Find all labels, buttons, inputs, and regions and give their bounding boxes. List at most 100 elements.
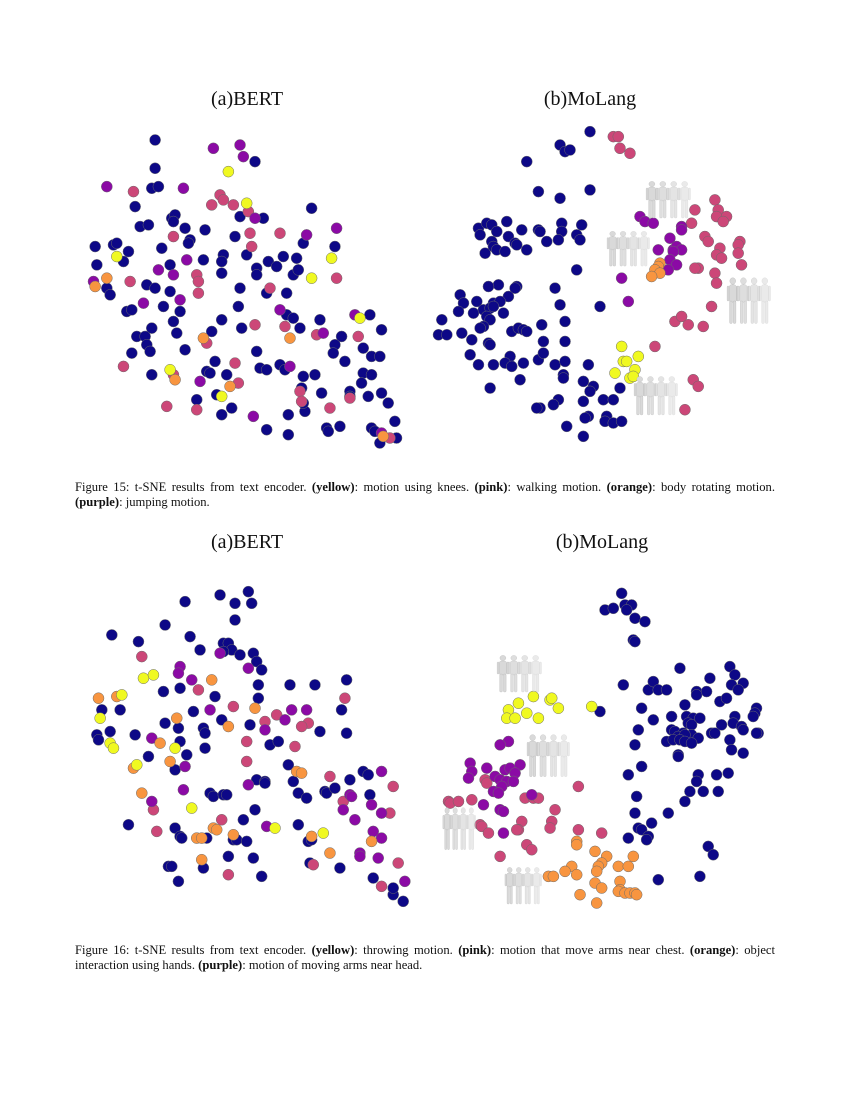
- scatter-point: [192, 684, 205, 696]
- scatter-point: [314, 314, 326, 326]
- scatter-point: [675, 224, 688, 236]
- scatter-point: [735, 259, 748, 271]
- scatter-point: [292, 819, 305, 831]
- scatter-point: [685, 737, 698, 749]
- scatter-point: [244, 227, 256, 239]
- scatter-point: [215, 314, 228, 326]
- scatter-point: [572, 824, 585, 836]
- caption-text: : jumping motion.: [119, 495, 210, 509]
- caption-text: : motion that move arms near chest.: [491, 943, 685, 957]
- scatter-point: [577, 430, 590, 443]
- scatter-point: [367, 872, 379, 884]
- scatter-point: [167, 315, 180, 328]
- scatter-point: [537, 347, 550, 359]
- scatter-point: [352, 330, 364, 343]
- scatter-point: [635, 760, 648, 773]
- scatter-point: [355, 377, 368, 389]
- scatter-point: [249, 155, 261, 168]
- scatter-point: [179, 344, 191, 356]
- scatter-point: [720, 692, 733, 704]
- scatter-point: [612, 860, 625, 873]
- scatter-point: [570, 264, 583, 276]
- scatter-point: [694, 870, 706, 883]
- scatter-point: [192, 275, 205, 288]
- caption-text: : walking motion.: [507, 480, 602, 494]
- scatter-point: [144, 345, 156, 358]
- scatter-point: [142, 750, 155, 763]
- scatter-point: [272, 735, 285, 748]
- caption-label: (yellow): [311, 943, 355, 957]
- caption-label: (pink): [474, 480, 508, 494]
- scatter-point: [192, 287, 205, 299]
- scatter-point: [166, 860, 178, 873]
- scatter-point: [116, 689, 128, 701]
- scatter-point: [349, 814, 361, 826]
- scatter-point: [324, 847, 336, 859]
- scatter-point: [199, 224, 211, 236]
- scatter-point: [474, 322, 486, 334]
- scatter-point: [149, 134, 161, 146]
- scatter-point: [295, 395, 308, 408]
- scatter-point: [717, 215, 729, 228]
- scatter-point: [464, 349, 476, 361]
- scatter-point: [300, 229, 313, 241]
- scatter-point: [220, 369, 233, 381]
- caption-text: : motion of moving arms near head.: [242, 958, 423, 972]
- scatter-point: [277, 250, 290, 263]
- scatter-point: [487, 300, 500, 313]
- scatter-point: [220, 789, 233, 801]
- scatter-point: [614, 382, 626, 394]
- scatter-point: [484, 382, 496, 394]
- scatter-point: [89, 240, 101, 253]
- scatter-point: [535, 319, 548, 331]
- scatter-point: [146, 795, 158, 808]
- scatter-point: [176, 832, 188, 844]
- scatter-point: [375, 832, 388, 844]
- scatter-point: [492, 279, 505, 291]
- fig15-molang-scatter: [432, 125, 748, 443]
- scatter-point: [259, 724, 271, 736]
- scatter-point: [149, 282, 161, 294]
- scatter-point: [560, 420, 573, 433]
- human-figures-image: [442, 806, 476, 852]
- scatter-point: [387, 780, 399, 793]
- figure16-caption: Figure 16: t-SNE results from text encod…: [75, 943, 775, 973]
- scatter-point: [630, 888, 643, 901]
- scatter-point: [345, 790, 358, 803]
- scatter-point: [679, 403, 691, 416]
- fig16-panel-b-title: (b)MoLang: [555, 531, 649, 553]
- scatter-point: [340, 727, 353, 739]
- scatter-point: [614, 142, 626, 155]
- scatter-point: [225, 402, 238, 414]
- scatter-point: [172, 722, 185, 734]
- scatter-point: [702, 235, 714, 248]
- scatter-point: [111, 237, 123, 249]
- scatter-point: [204, 704, 216, 716]
- scatter-point: [471, 295, 483, 308]
- scatter-point: [627, 370, 640, 383]
- scatter-point: [344, 392, 356, 404]
- scatter-point: [317, 827, 330, 839]
- scatter-point: [482, 280, 495, 293]
- scatter-point: [387, 882, 399, 894]
- scatter-point: [337, 804, 349, 816]
- scatter-point: [689, 204, 701, 216]
- scatter-point: [92, 734, 105, 746]
- human-silhouettes: [726, 277, 771, 324]
- caption-text: : object interaction using hands.: [75, 943, 775, 972]
- scatter-point: [215, 390, 228, 403]
- scatter-point: [545, 692, 558, 704]
- scatter-point: [234, 139, 246, 151]
- human-silhouettes: [526, 734, 570, 777]
- scatter-point: [172, 875, 185, 888]
- scatter-point: [167, 230, 180, 243]
- scatter-point: [179, 222, 191, 234]
- scatter-point: [629, 807, 641, 819]
- scatter-point: [264, 282, 276, 294]
- scatter-point: [132, 635, 145, 648]
- scatter-point: [340, 674, 353, 686]
- scatter-point: [242, 662, 255, 674]
- scatter-point: [104, 289, 116, 301]
- scatter-point: [679, 699, 691, 711]
- scatter-point: [709, 727, 721, 739]
